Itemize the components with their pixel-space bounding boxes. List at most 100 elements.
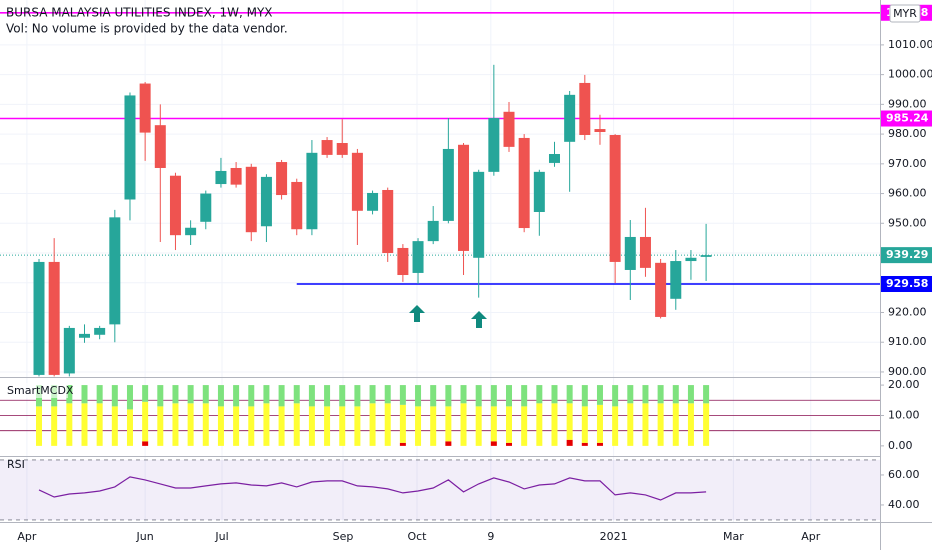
price-label: 929.58 (886, 277, 928, 290)
y-tick-label: 1010.00 (888, 38, 932, 51)
candle-body (367, 192, 379, 211)
indicator-bar (581, 406, 588, 443)
indicator-bar (233, 406, 240, 446)
candle-body (291, 181, 303, 230)
indicator-pane (0, 385, 880, 446)
indicator-bar (217, 385, 224, 407)
indicator-bar (566, 385, 573, 404)
y-tick-label: 0.00 (888, 439, 913, 452)
candle-body (109, 217, 121, 325)
arrow-up (471, 311, 487, 328)
candle-body (336, 143, 348, 155)
candle-body (154, 125, 166, 168)
y-tick-label: 900.00 (888, 365, 927, 378)
y-tick-label: 40.00 (888, 498, 920, 511)
indicator-bar (687, 403, 694, 446)
indicator-bar (263, 403, 270, 446)
indicator-bar (157, 385, 164, 407)
candle-body (533, 171, 545, 212)
candle-body (48, 261, 60, 375)
indicator-bar (536, 403, 543, 446)
candle-body (655, 262, 667, 317)
price-pane (0, 11, 880, 377)
candle-body (185, 227, 197, 236)
indicator-bar (566, 439, 573, 446)
x-tick-label: Jul (214, 530, 228, 543)
indicator-bar (217, 406, 224, 446)
candle-body (412, 241, 424, 273)
indicator-bar (642, 403, 649, 446)
indicator-bar (551, 385, 558, 404)
candle-body (306, 152, 318, 230)
y-tick-label: 1000.00 (888, 68, 932, 81)
candle-body (63, 327, 75, 374)
indicator-bar (66, 403, 73, 446)
price-label-bg (881, 110, 932, 127)
indicator-bar (627, 385, 634, 404)
indicator-bar (445, 441, 452, 446)
indicator-bar (642, 385, 649, 404)
candle-body (124, 95, 136, 200)
candle-body (564, 94, 576, 142)
indicator-bar (172, 385, 179, 404)
y-tick-label: 980.00 (888, 127, 927, 140)
chart-title: BURSA MALAYSIA UTILITIES INDEX, 1W, MYX (6, 6, 273, 20)
indicator-bar (339, 406, 346, 446)
indicator-bar (399, 442, 406, 446)
candle-body (230, 167, 242, 185)
indicator-bar (339, 385, 346, 407)
candle-body (94, 327, 106, 335)
indicator-bar (142, 441, 149, 446)
indicator-bar (308, 385, 315, 407)
indicator-bar (596, 442, 603, 446)
indicator-bar (81, 385, 88, 404)
indicator-bar (202, 385, 209, 404)
candle-body (33, 261, 45, 375)
indicator-bar (248, 406, 255, 446)
pane-title: RSI (7, 458, 25, 471)
indicator-bar (157, 406, 164, 446)
currency-label: MYR (893, 7, 917, 20)
indicator-bar (384, 403, 391, 446)
candle-body (245, 166, 257, 233)
indicator-bar (703, 385, 710, 404)
indicator-bar (111, 406, 118, 446)
indicator-bar (293, 385, 300, 404)
indicator-bar (612, 385, 619, 407)
indicator-bar (490, 385, 497, 407)
indicator-bar (672, 403, 679, 446)
indicator-bar (384, 385, 391, 404)
indicator-bar (354, 406, 361, 446)
indicator-bar (96, 385, 103, 404)
indicator-bar (506, 406, 513, 443)
indicator-bar (126, 385, 133, 410)
indicator-bar (293, 403, 300, 446)
indicator-bar (612, 406, 619, 446)
grid (0, 0, 880, 522)
x-tick-label: 2021 (600, 530, 628, 543)
indicator-bar (596, 404, 603, 443)
candle-body (78, 333, 90, 338)
indicator-bar (415, 406, 422, 446)
y-tick-label: 920.00 (888, 305, 927, 318)
candle-body (169, 175, 181, 236)
indicator-bar (506, 442, 513, 446)
candle-body (579, 82, 591, 135)
y-tick-label: 990.00 (888, 97, 927, 110)
candle-body (397, 247, 409, 276)
y-tick-label: 60.00 (888, 468, 920, 481)
x-tick-label: Sep (333, 530, 354, 543)
chart-subtitle: Vol: No volume is provided by the data v… (6, 22, 288, 36)
y-tick-label: 10.00 (888, 408, 920, 421)
price-label: 939.29 (886, 248, 928, 261)
indicator-bar (324, 385, 331, 407)
indicator-bar (445, 385, 452, 407)
candle-body (139, 83, 151, 133)
indicator-bar (66, 385, 73, 404)
indicator-bar (51, 406, 58, 446)
indicator-bar (490, 441, 497, 446)
x-tick-label: Apr (17, 530, 37, 543)
indicator-bar (126, 409, 133, 446)
indicator-bar (111, 385, 118, 407)
